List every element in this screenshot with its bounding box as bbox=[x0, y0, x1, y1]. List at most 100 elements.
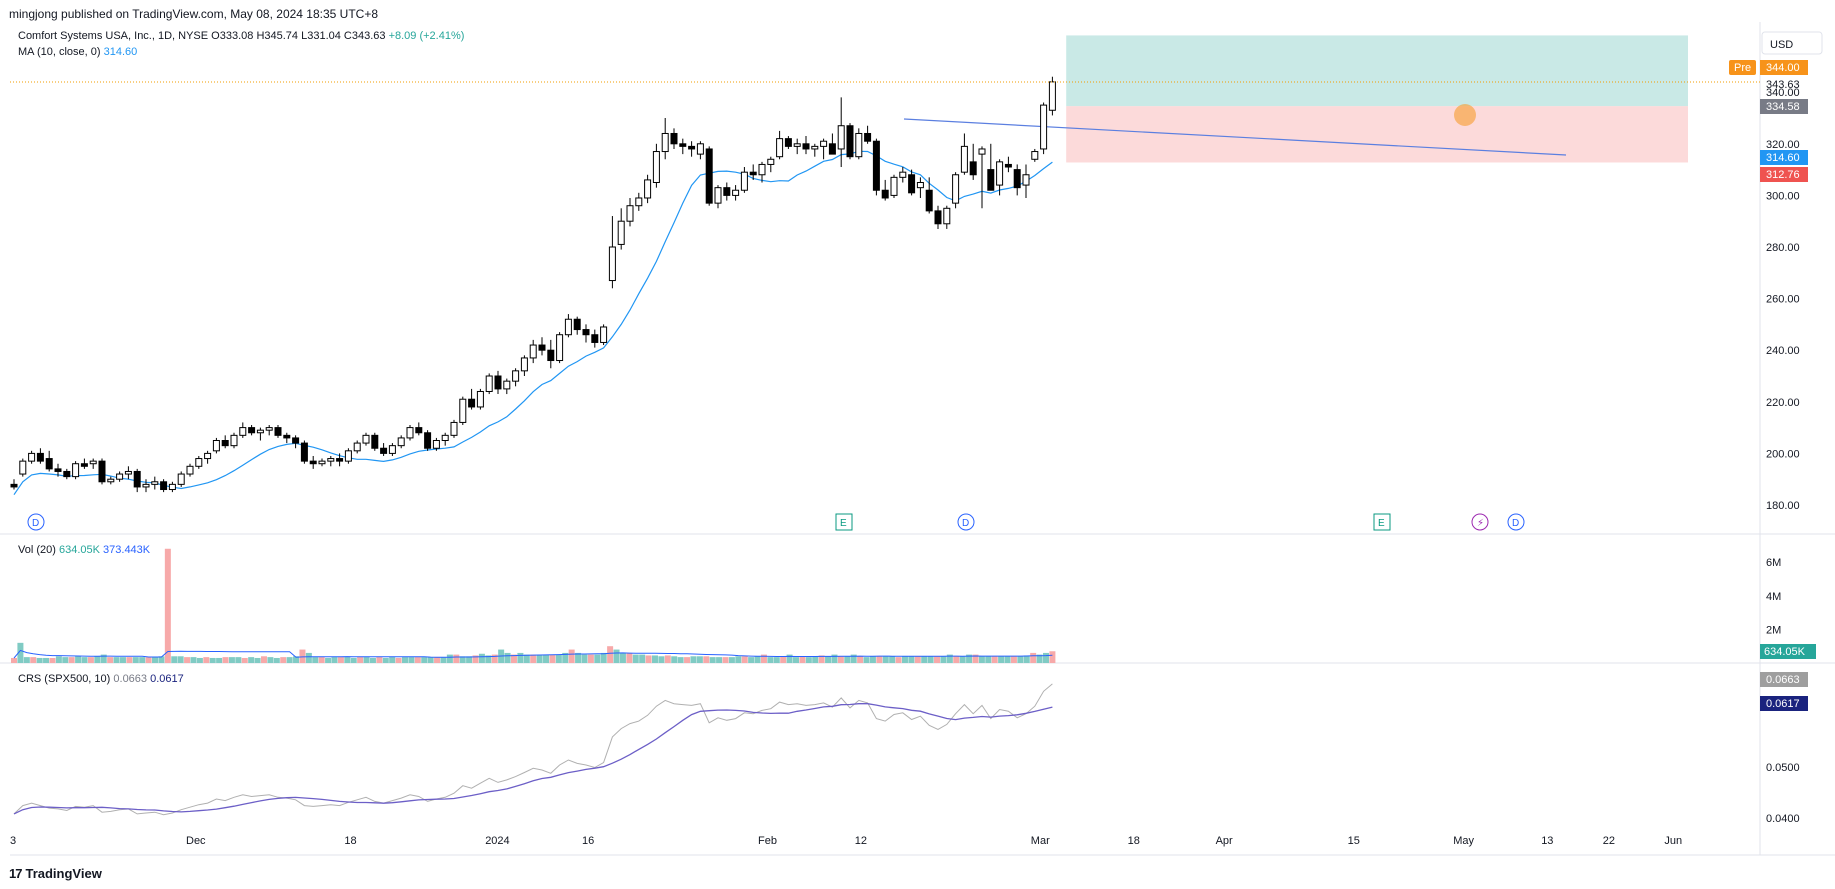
candle-body[interactable] bbox=[899, 171, 907, 178]
trendline-layer[interactable] bbox=[903, 118, 1567, 156]
candle-body[interactable] bbox=[300, 442, 308, 462]
candle-body[interactable] bbox=[617, 220, 625, 245]
candle-body[interactable] bbox=[547, 349, 555, 362]
dividend-marker[interactable]: D bbox=[27, 513, 45, 531]
candle-body[interactable] bbox=[406, 427, 414, 439]
candle-body[interactable] bbox=[1013, 169, 1021, 189]
candle-body[interactable] bbox=[538, 344, 546, 351]
candle-body[interactable] bbox=[177, 473, 185, 485]
candle-body[interactable] bbox=[688, 145, 696, 150]
candle-body[interactable] bbox=[943, 207, 951, 225]
candle-body[interactable] bbox=[872, 140, 880, 191]
crs-legend[interactable]: CRS (SPX500, 10) 0.0663 0.0617 bbox=[18, 673, 184, 685]
candle-body[interactable] bbox=[476, 390, 484, 408]
tradingview-footer[interactable]: 17 TradingView bbox=[9, 866, 102, 881]
candle-body[interactable] bbox=[793, 143, 801, 147]
trendline[interactable] bbox=[903, 118, 1567, 156]
candle-body[interactable] bbox=[1040, 104, 1048, 150]
candle-body[interactable] bbox=[142, 483, 150, 488]
candle-body[interactable] bbox=[19, 460, 27, 475]
candle-body[interactable] bbox=[679, 143, 687, 147]
candle-body[interactable] bbox=[503, 380, 511, 390]
candle-body[interactable] bbox=[723, 187, 731, 196]
candle-body[interactable] bbox=[212, 440, 220, 452]
candle-body[interactable] bbox=[344, 450, 352, 462]
candle-body[interactable] bbox=[820, 140, 828, 147]
candle-body[interactable] bbox=[925, 189, 933, 212]
candle-body[interactable] bbox=[1004, 163, 1012, 168]
candle-body[interactable] bbox=[362, 434, 370, 444]
candle-body[interactable] bbox=[556, 334, 564, 362]
candle-body[interactable] bbox=[644, 179, 652, 199]
candle-body[interactable] bbox=[397, 437, 405, 447]
candle-body[interactable] bbox=[661, 132, 669, 153]
candle-body[interactable] bbox=[89, 460, 97, 465]
candle-body[interactable] bbox=[652, 151, 660, 183]
candle-body[interactable] bbox=[934, 210, 942, 225]
time-axis[interactable]: 3 Dec 18 2024 16 Feb 12 Mar 18 Apr 15 May 13 22 Jun bbox=[10, 835, 1682, 847]
candle-body[interactable] bbox=[696, 143, 704, 155]
dividend-marker[interactable]: D bbox=[1507, 513, 1525, 531]
candle-body[interactable] bbox=[1031, 151, 1039, 160]
candle-body[interactable] bbox=[573, 318, 581, 331]
candle-body[interactable] bbox=[168, 483, 176, 491]
candle-body[interactable] bbox=[133, 470, 141, 488]
candle-body[interactable] bbox=[36, 452, 44, 462]
candle-body[interactable] bbox=[459, 398, 467, 423]
candle-body[interactable] bbox=[582, 329, 590, 336]
candle-body[interactable] bbox=[828, 143, 836, 155]
candle-body[interactable] bbox=[424, 432, 432, 449]
candle-body[interactable] bbox=[230, 434, 238, 447]
candle-body[interactable] bbox=[80, 463, 88, 467]
candle-body[interactable] bbox=[714, 187, 722, 204]
lightning-marker[interactable]: ⚡ bbox=[1471, 513, 1489, 531]
candle-body[interactable] bbox=[732, 189, 740, 196]
candle-body[interactable] bbox=[353, 442, 361, 452]
candle-body[interactable] bbox=[160, 481, 168, 491]
candle-body[interactable] bbox=[512, 370, 520, 382]
candle-body[interactable] bbox=[670, 132, 678, 145]
candle-body[interactable] bbox=[116, 473, 124, 480]
candle-body[interactable] bbox=[996, 161, 1004, 186]
candle-body[interactable] bbox=[336, 458, 344, 462]
candle-body[interactable] bbox=[969, 161, 977, 176]
candle-body[interactable] bbox=[749, 171, 757, 176]
dividend-marker[interactable]: D bbox=[957, 513, 975, 531]
candle-body[interactable] bbox=[608, 246, 616, 282]
target-zone[interactable] bbox=[1066, 35, 1688, 107]
candle-body[interactable] bbox=[248, 427, 256, 434]
candle-body[interactable] bbox=[45, 458, 53, 470]
candle-body[interactable] bbox=[265, 427, 273, 431]
candle-body[interactable] bbox=[388, 445, 396, 454]
candle-body[interactable] bbox=[239, 427, 247, 436]
candle-body[interactable] bbox=[468, 398, 476, 408]
candle-body[interactable] bbox=[72, 463, 80, 478]
candle-body[interactable] bbox=[318, 460, 326, 465]
candle-body[interactable] bbox=[916, 182, 924, 189]
candle-body[interactable] bbox=[520, 357, 528, 372]
candle-body[interactable] bbox=[758, 163, 766, 176]
candle-body[interactable] bbox=[441, 434, 449, 441]
candle-body[interactable] bbox=[10, 483, 18, 488]
candle-body[interactable] bbox=[151, 481, 159, 485]
candle-body[interactable] bbox=[28, 452, 36, 462]
candle-body[interactable] bbox=[327, 458, 335, 462]
candle-body[interactable] bbox=[635, 197, 643, 207]
candle-body[interactable] bbox=[802, 143, 810, 150]
candle-body[interactable] bbox=[256, 429, 264, 434]
candle-body[interactable] bbox=[450, 421, 458, 436]
candle-body[interactable] bbox=[529, 344, 537, 359]
candle-body[interactable] bbox=[767, 158, 775, 165]
candle-body[interactable] bbox=[864, 132, 872, 142]
candle-body[interactable] bbox=[415, 427, 423, 434]
candle-body[interactable] bbox=[846, 125, 854, 158]
candle-body[interactable] bbox=[195, 458, 203, 467]
volume-legend[interactable]: Vol (20) 634.05K 373.443K bbox=[18, 544, 150, 556]
candle-body[interactable] bbox=[591, 334, 599, 343]
candle-body[interactable] bbox=[811, 145, 819, 150]
candle-body[interactable] bbox=[54, 468, 62, 472]
candle-body[interactable] bbox=[371, 434, 379, 449]
candle-body[interactable] bbox=[626, 205, 634, 222]
candle-body[interactable] bbox=[600, 326, 608, 343]
candle-body[interactable] bbox=[204, 452, 212, 460]
